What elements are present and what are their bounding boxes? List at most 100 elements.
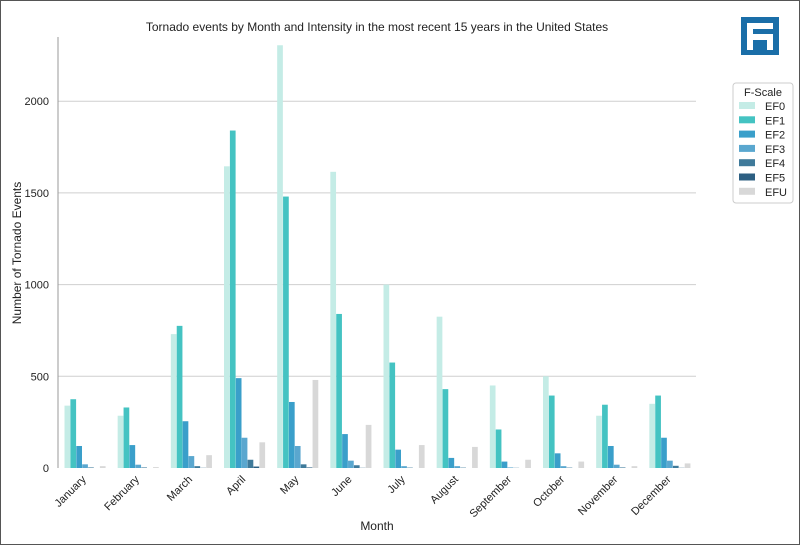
bar-ef4-march — [194, 466, 200, 468]
bar-ef1-september — [496, 429, 502, 468]
bar-ef3-october — [561, 466, 567, 468]
x-tick-label: May — [278, 473, 302, 497]
bar-ef3-march — [189, 456, 195, 468]
legend-label-ef3: EF3 — [765, 144, 785, 156]
bar-ef3-april — [242, 438, 248, 468]
bar-ef0-july — [384, 285, 390, 468]
y-tick-label: 1000 — [25, 280, 49, 292]
bar-ef2-june — [342, 434, 348, 468]
bar-ef0-january — [65, 406, 71, 468]
company-logo — [741, 17, 779, 55]
x-tick-label: September — [468, 473, 515, 520]
bar-ef0-june — [330, 172, 336, 468]
bar-efu-july — [419, 445, 425, 468]
bar-ef0-october — [543, 376, 549, 468]
bar-ef3-november — [614, 465, 620, 468]
x-tick-label: February — [102, 473, 142, 513]
chart-title: Tornado events by Month and Intensity in… — [146, 20, 608, 34]
bar-efu-november — [632, 466, 638, 468]
legend-label-ef1: EF1 — [765, 115, 785, 127]
bar-ef2-may — [289, 402, 295, 468]
x-tick-label: March — [165, 474, 195, 504]
x-axis-label: Month — [360, 519, 393, 533]
legend-label-ef4: EF4 — [765, 158, 785, 170]
bar-efu-february — [153, 467, 159, 468]
bar-ef4-february — [141, 467, 147, 468]
bar-ef2-april — [236, 378, 242, 468]
bar-ef4-january — [88, 467, 94, 468]
bar-ef2-october — [555, 453, 561, 468]
bar-ef0-september — [490, 385, 496, 468]
bar-ef1-january — [70, 399, 76, 468]
bar-efu-january — [100, 466, 106, 468]
bar-ef0-december — [649, 404, 655, 468]
bar-ef2-january — [76, 446, 82, 468]
bar-ef2-august — [448, 458, 454, 468]
legend-swatch-ef1 — [739, 116, 755, 123]
legend-swatch-ef2 — [739, 131, 755, 138]
bar-ef1-november — [602, 405, 608, 468]
bar-efu-september — [525, 460, 531, 468]
bar-efu-december — [685, 463, 691, 468]
bar-ef0-april — [224, 166, 230, 468]
bar-efu-october — [578, 462, 584, 468]
bar-ef5-april — [254, 467, 260, 468]
bar-ef1-july — [389, 363, 395, 468]
x-tick-label: August — [428, 474, 461, 507]
bar-ef0-august — [437, 317, 443, 468]
bar-ef1-february — [124, 407, 130, 468]
bar-ef0-february — [118, 416, 124, 468]
bar-ef3-june — [348, 461, 354, 468]
x-tick-label: December — [629, 473, 674, 518]
y-tick-label: 500 — [31, 371, 49, 383]
bar-ef4-november — [620, 467, 626, 468]
bar-ef1-may — [283, 197, 289, 468]
bar-ef0-may — [277, 45, 283, 468]
legend-swatch-ef3 — [739, 145, 755, 152]
bar-ef5-may — [307, 467, 313, 468]
x-tick-label: January — [53, 473, 90, 510]
bar-ef1-june — [336, 314, 342, 468]
bar-ef0-march — [171, 334, 177, 468]
logo-inner — [753, 44, 767, 50]
bar-ef3-august — [454, 466, 460, 468]
grid — [58, 101, 696, 376]
bar-ef1-march — [177, 326, 183, 468]
bar-ef2-march — [183, 421, 189, 468]
bar-efu-august — [472, 447, 478, 468]
legend-label-ef5: EF5 — [765, 173, 785, 185]
bar-ef3-january — [82, 464, 88, 468]
bar-ef3-december — [667, 461, 673, 468]
x-tick-label: June — [329, 474, 354, 499]
bar-ef3-july — [401, 466, 407, 468]
bar-ef1-august — [443, 389, 449, 468]
bar-ef3-february — [135, 465, 141, 468]
bar-ef1-october — [549, 396, 555, 468]
bar-ef2-february — [129, 445, 135, 468]
x-tick-label: April — [224, 474, 248, 498]
y-axis-label: Number of Tornado Events — [10, 182, 24, 325]
bar-ef1-december — [655, 396, 661, 468]
bar-ef2-december — [661, 438, 667, 468]
bar-ef1-april — [230, 131, 236, 468]
bar-ef2-september — [502, 462, 508, 468]
bar-ef4-april — [248, 460, 254, 468]
logo-cut-right — [767, 34, 773, 50]
bar-ef4-june — [354, 465, 360, 468]
bar-efu-may — [313, 380, 319, 468]
bar-ef2-july — [395, 450, 401, 468]
bar-efu-april — [259, 442, 265, 468]
bar-ef3-september — [508, 467, 514, 468]
legend-title: F-Scale — [744, 87, 782, 99]
bar-ef0-november — [596, 416, 602, 468]
bar-ef2-november — [608, 446, 614, 468]
y-tick-label: 1500 — [25, 188, 49, 200]
y-tick-label: 2000 — [25, 96, 49, 108]
bar-ef3-may — [295, 446, 301, 468]
bar-ef4-december — [673, 466, 679, 468]
